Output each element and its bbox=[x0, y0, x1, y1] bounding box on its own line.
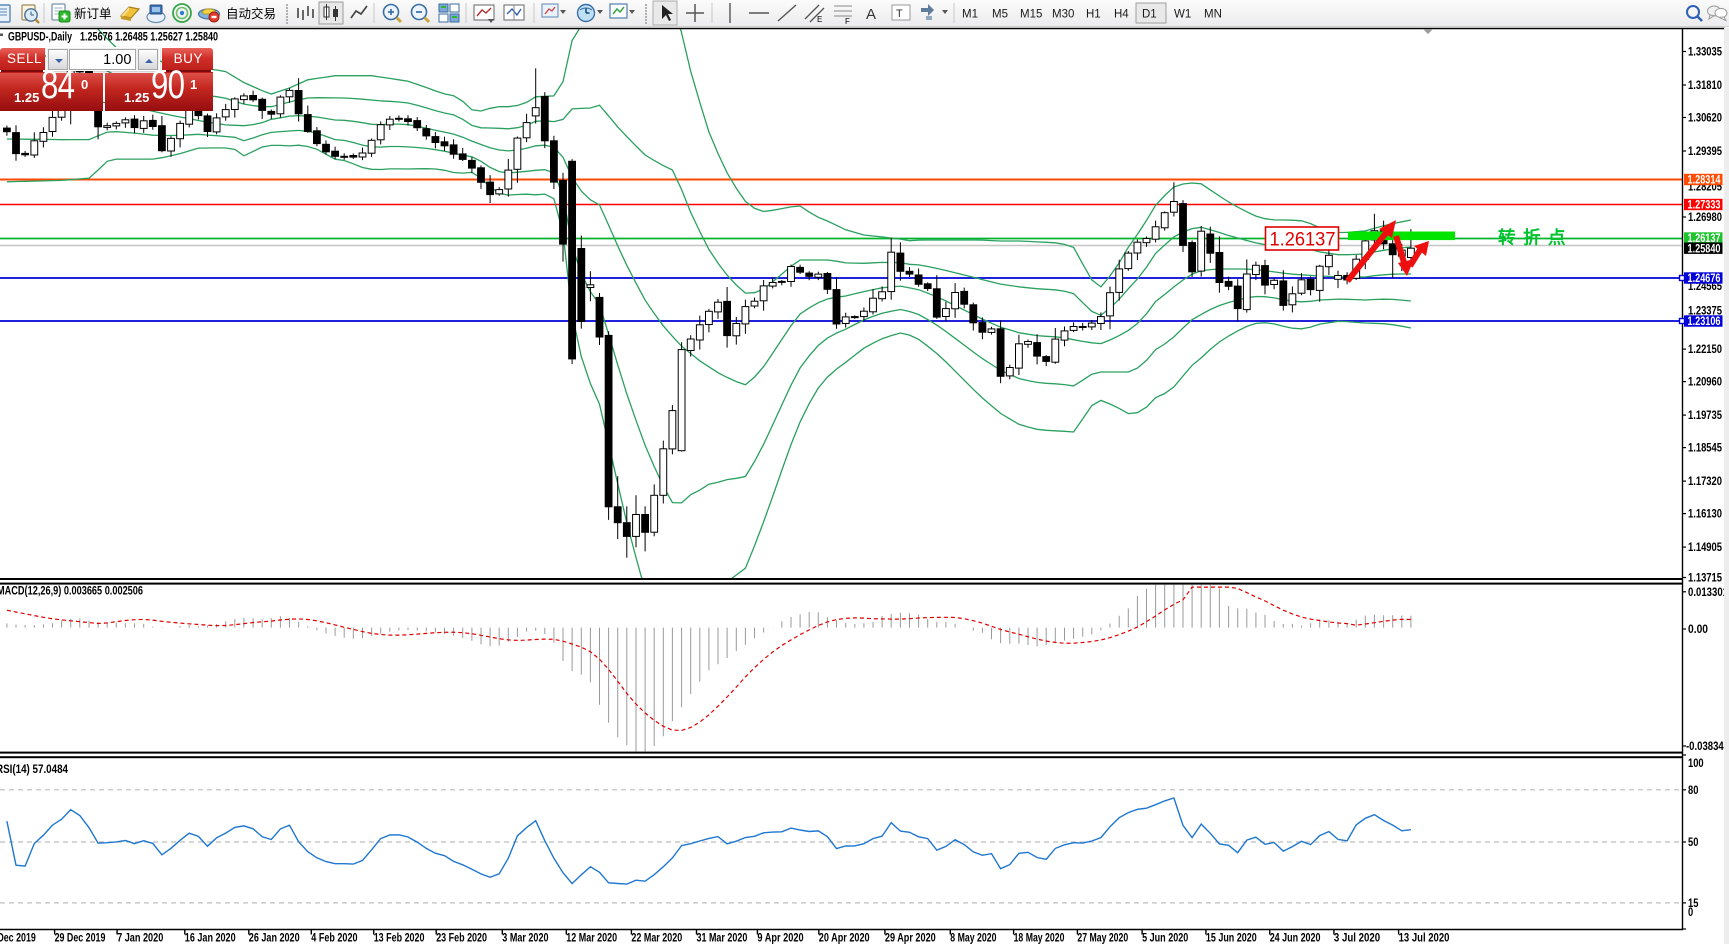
svg-text:1.26137: 1.26137 bbox=[1270, 229, 1336, 251]
svg-text:1.27333: 1.27333 bbox=[1688, 200, 1721, 212]
svg-text:13 Jul 2020: 13 Jul 2020 bbox=[1399, 933, 1450, 944]
svg-text:1.30620: 1.30620 bbox=[1688, 113, 1722, 125]
svg-text:13 Feb 2020: 13 Feb 2020 bbox=[374, 933, 425, 944]
svg-text:A: A bbox=[866, 6, 876, 23]
svg-text:3 Jul 2020: 3 Jul 2020 bbox=[1334, 933, 1380, 944]
svg-text:1.16130: 1.16130 bbox=[1688, 509, 1722, 521]
svg-text:4 Feb 2020: 4 Feb 2020 bbox=[311, 933, 357, 944]
svg-text:18 May 2020: 18 May 2020 bbox=[1014, 933, 1065, 944]
svg-text:1.33035: 1.33035 bbox=[1688, 47, 1722, 59]
svg-text:自动交易: 自动交易 bbox=[226, 6, 276, 21]
svg-text:1.24676: 1.24676 bbox=[1688, 273, 1721, 285]
svg-text:1.20960: 1.20960 bbox=[1688, 377, 1722, 389]
svg-text:12 Mar 2020: 12 Mar 2020 bbox=[566, 933, 617, 944]
svg-text:M5: M5 bbox=[992, 9, 1008, 21]
svg-text:MN: MN bbox=[1204, 9, 1222, 21]
svg-text:H4: H4 bbox=[1114, 9, 1129, 21]
svg-text:-0.038343: -0.038343 bbox=[1686, 741, 1729, 753]
svg-text:15: 15 bbox=[1688, 898, 1699, 910]
svg-text:1.13715: 1.13715 bbox=[1688, 573, 1722, 585]
svg-text:26 Dec 2019: 26 Dec 2019 bbox=[0, 933, 36, 944]
svg-text:80: 80 bbox=[1688, 785, 1698, 797]
svg-text:1.25840: 1.25840 bbox=[1688, 243, 1721, 255]
svg-text:T: T bbox=[896, 8, 903, 20]
svg-text:RSI(14) 57.0484: RSI(14) 57.0484 bbox=[0, 764, 69, 776]
svg-text:新订单: 新订单 bbox=[74, 6, 112, 21]
svg-text:29 Dec 2019: 29 Dec 2019 bbox=[55, 933, 106, 944]
svg-text:转折点: 转折点 bbox=[1498, 228, 1573, 248]
svg-text:1.26137: 1.26137 bbox=[1688, 233, 1721, 245]
svg-text:15 Jun 2020: 15 Jun 2020 bbox=[1206, 933, 1257, 944]
svg-text:1.18545: 1.18545 bbox=[1688, 443, 1722, 455]
svg-text:W1: W1 bbox=[1174, 9, 1191, 21]
svg-text:M1: M1 bbox=[962, 9, 978, 21]
svg-text:8 May 2020: 8 May 2020 bbox=[950, 933, 996, 944]
svg-text:D1: D1 bbox=[1142, 9, 1157, 21]
svg-text:22 Mar 2020: 22 Mar 2020 bbox=[631, 933, 682, 944]
svg-text:M30: M30 bbox=[1052, 9, 1074, 21]
svg-text:1.22150: 1.22150 bbox=[1688, 344, 1722, 356]
svg-text:1.17320: 1.17320 bbox=[1688, 476, 1722, 488]
svg-text:M15: M15 bbox=[1020, 9, 1042, 21]
svg-text:26 Jan 2020: 26 Jan 2020 bbox=[249, 933, 300, 944]
svg-text:20 Apr 2020: 20 Apr 2020 bbox=[819, 933, 870, 944]
svg-text:16 Jan 2020: 16 Jan 2020 bbox=[185, 933, 236, 944]
svg-text:29 Apr 2020: 29 Apr 2020 bbox=[885, 933, 936, 944]
svg-text:1.25676 1.26485 1.25627 1.2584: 1.25676 1.26485 1.25627 1.25840 bbox=[80, 30, 218, 44]
svg-text:GBPUSD-,Daily: GBPUSD-,Daily bbox=[8, 30, 72, 44]
svg-text:1.23375: 1.23375 bbox=[1688, 306, 1722, 318]
svg-text:50: 50 bbox=[1688, 837, 1698, 849]
svg-text:F: F bbox=[845, 17, 850, 26]
svg-text:5 Jun 2020: 5 Jun 2020 bbox=[1142, 933, 1188, 944]
svg-text:24 Jun 2020: 24 Jun 2020 bbox=[1270, 933, 1321, 944]
svg-text:1.14905: 1.14905 bbox=[1688, 542, 1722, 554]
svg-text:1.19735: 1.19735 bbox=[1688, 410, 1722, 422]
svg-text:1.24565: 1.24565 bbox=[1688, 281, 1722, 293]
svg-text:1.23106: 1.23106 bbox=[1688, 316, 1721, 328]
svg-text:1.26980: 1.26980 bbox=[1688, 212, 1722, 224]
svg-text:9 Apr 2020: 9 Apr 2020 bbox=[757, 933, 803, 944]
svg-text:1.31810: 1.31810 bbox=[1688, 80, 1722, 92]
svg-text:0.00: 0.00 bbox=[1688, 624, 1708, 636]
svg-text:0: 0 bbox=[1688, 907, 1693, 919]
svg-text:1.28314: 1.28314 bbox=[1688, 175, 1721, 187]
svg-text:1.29395: 1.29395 bbox=[1688, 146, 1722, 158]
svg-text:31 Mar 2020: 31 Mar 2020 bbox=[697, 933, 748, 944]
svg-text:7 Jan 2020: 7 Jan 2020 bbox=[117, 933, 163, 944]
svg-text:100: 100 bbox=[1688, 758, 1704, 770]
svg-text:23 Feb 2020: 23 Feb 2020 bbox=[436, 933, 487, 944]
svg-text:E: E bbox=[817, 15, 822, 24]
svg-text:MACD(12,26,9) 0.003665 0.00250: MACD(12,26,9) 0.003665 0.002506 bbox=[0, 586, 143, 598]
svg-text:0.013301: 0.013301 bbox=[1688, 587, 1729, 599]
svg-text:27 May 2020: 27 May 2020 bbox=[1077, 933, 1128, 944]
svg-text:3 Mar 2020: 3 Mar 2020 bbox=[502, 933, 548, 944]
svg-text:H1: H1 bbox=[1086, 9, 1101, 21]
